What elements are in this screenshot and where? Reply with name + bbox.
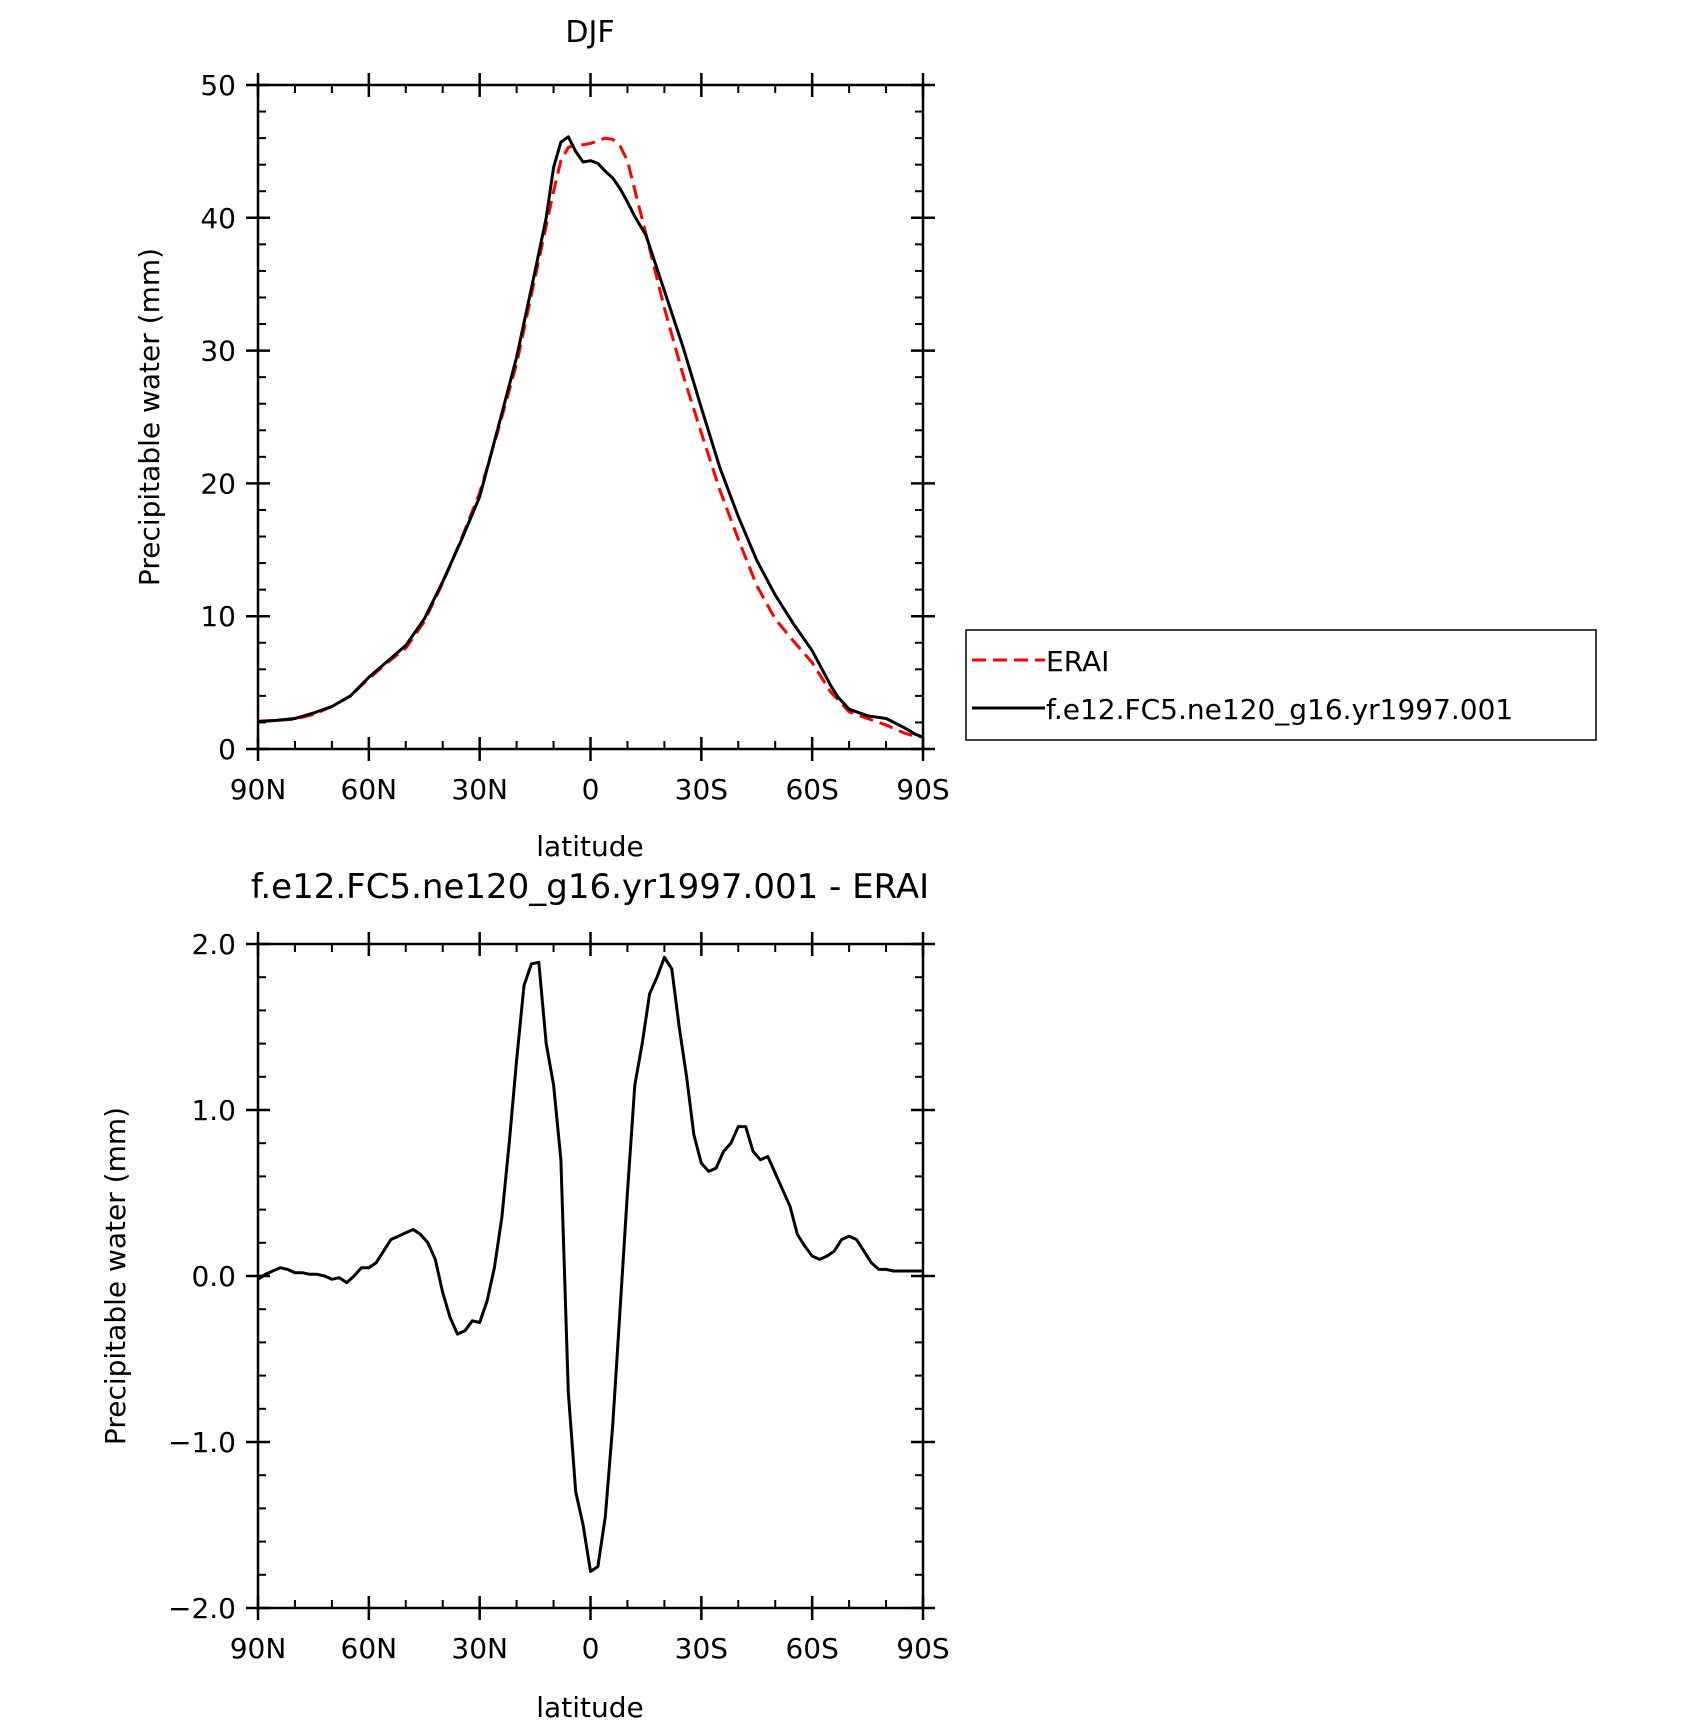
y-tick-label: 40 xyxy=(200,202,236,235)
x-tick-label: 60N xyxy=(341,1632,398,1665)
x-tick-label: 0 xyxy=(582,773,600,806)
y-tick-label: 0.0 xyxy=(191,1260,236,1293)
chart-title: f.e12.FC5.ne120_g16.yr1997.001 - ERAI xyxy=(251,867,929,907)
x-tick-label: 30N xyxy=(451,1632,508,1665)
y-tick-label: −2.0 xyxy=(168,1592,236,1625)
x-tick-label: 60S xyxy=(785,1632,838,1665)
x-axis-label: latitude xyxy=(536,1691,643,1724)
top-panel: DJF 0 10 20 30 40 50 90N 60N 30N 0 30S 60S 90S lati… xyxy=(133,15,1597,863)
x-tick-label: 30N xyxy=(451,773,508,806)
x-tick-label: 90S xyxy=(896,1632,949,1665)
plot-frame xyxy=(256,83,925,751)
series-lines xyxy=(257,955,923,1573)
x-tick-label: 30S xyxy=(675,773,728,806)
x-tick-label: 0 xyxy=(582,1632,600,1665)
legend-label-model: f.e12.FC5.ne120_g16.yr1997.001 xyxy=(1046,693,1513,726)
y-axis-label: Precipitable water (mm) xyxy=(99,1107,132,1445)
series-lines xyxy=(257,135,924,739)
series-line-model xyxy=(257,955,923,1573)
x-tick-label: 60S xyxy=(785,773,838,806)
y-tick-label: 1.0 xyxy=(191,1094,236,1127)
axis-ticks xyxy=(246,73,935,761)
y-tick-labels: 0 10 20 30 40 50 xyxy=(200,69,236,766)
y-tick-label: 10 xyxy=(200,600,236,633)
x-axis-label: latitude xyxy=(536,830,643,863)
x-tick-labels: 90N 60N 30N 0 30S 60S 90S xyxy=(230,1632,950,1665)
y-tick-label: 20 xyxy=(200,467,236,500)
x-tick-label: 90S xyxy=(896,773,949,806)
series-line-model xyxy=(257,135,924,739)
y-tick-label: −1.0 xyxy=(168,1426,236,1459)
legend: ERAI f.e12.FC5.ne120_g16.yr1997.001 xyxy=(965,629,1597,741)
x-tick-label: 60N xyxy=(341,773,398,806)
y-tick-label: 0 xyxy=(218,733,236,766)
y-tick-labels: −2.0 −1.0 0.0 1.0 2.0 xyxy=(168,928,236,1625)
legend-box xyxy=(965,629,1597,741)
legend-label-erai: ERAI xyxy=(1046,645,1109,678)
x-tick-label: 30S xyxy=(675,1632,728,1665)
bottom-panel: f.e12.FC5.ne120_g16.yr1997.001 - ERAI −2… xyxy=(99,867,950,1724)
x-tick-labels: 90N 60N 30N 0 30S 60S 90S xyxy=(230,773,950,806)
x-tick-label: 90N xyxy=(230,1632,287,1665)
y-tick-label: 30 xyxy=(200,335,236,368)
y-axis-label: Precipitable water (mm) xyxy=(133,248,166,586)
series-line-erai xyxy=(257,136,924,739)
axis-ticks xyxy=(246,932,935,1620)
chart-title: DJF xyxy=(565,15,614,50)
plot-frame xyxy=(256,942,925,1610)
y-tick-label: 50 xyxy=(200,69,236,102)
x-tick-label: 90N xyxy=(230,773,287,806)
y-tick-label: 2.0 xyxy=(191,928,236,961)
